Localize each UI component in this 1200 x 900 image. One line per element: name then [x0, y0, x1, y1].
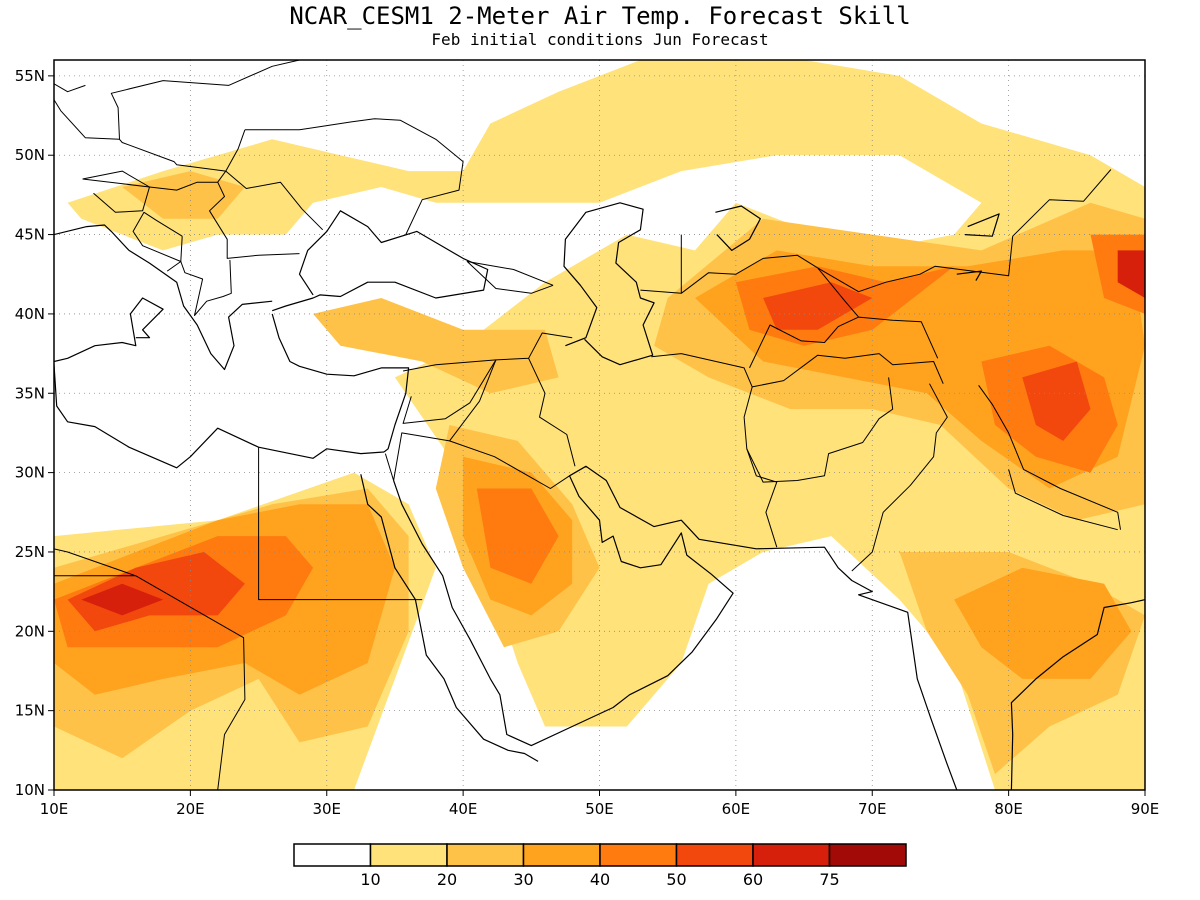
coastline [715, 205, 762, 251]
legend-label: 10 [360, 870, 380, 889]
country-border [132, 211, 183, 262]
legend-label: 30 [513, 870, 533, 889]
lat-tick-label: 30N [15, 464, 45, 482]
coastline [54, 224, 273, 371]
map-plot-area [53, 59, 1146, 791]
coastlines [54, 202, 1145, 790]
legend-swatch [293, 843, 372, 867]
country-border [449, 359, 497, 442]
lon-tick-label: 80E [994, 800, 1023, 818]
legend-swatch [752, 843, 831, 867]
lat-tick-label: 45N [15, 226, 45, 244]
country-border [119, 129, 246, 172]
lat-tick-label: 15N [15, 702, 45, 720]
skill-region-level-1 [67, 60, 1145, 790]
country-border [858, 316, 939, 359]
coastline [360, 474, 539, 762]
country-border [752, 353, 944, 388]
longitude-axis: 10E 20E 30E 40E 50E 60E 70E 80E 90E [40, 790, 1160, 818]
lon-tick-label: 70E [858, 800, 887, 818]
country-border [402, 359, 497, 424]
coastline [271, 313, 410, 453]
lon-tick-label: 20E [176, 800, 205, 818]
country-border [640, 234, 682, 294]
coastline [54, 297, 164, 363]
lon-tick-label: 50E [585, 800, 614, 818]
legend-label: 40 [590, 870, 610, 889]
legend-swatch [369, 843, 448, 867]
legend-swatch [446, 843, 525, 867]
coastline [1010, 599, 1145, 790]
coastline [956, 270, 983, 281]
legend-swatch [675, 843, 754, 867]
country-border [244, 118, 464, 235]
legend-label: 60 [743, 870, 763, 889]
country-border [258, 447, 423, 601]
lat-tick-label: 55N [15, 67, 45, 85]
figure-title: NCAR_CESM1 2-Meter Air Temp. Forecast Sk… [289, 2, 910, 30]
skill-region-level-2 [313, 298, 559, 394]
legend-label: 50 [666, 870, 686, 889]
coastline [393, 465, 958, 790]
skill-region-level-6 [1117, 250, 1145, 298]
coastline [54, 364, 385, 469]
legend-swatch [522, 843, 601, 867]
figure-subtitle: Feb initial conditions Jun Forecast [431, 30, 768, 49]
lon-tick-label: 60E [722, 800, 751, 818]
country-border [54, 548, 136, 577]
lat-tick-label: 20N [15, 622, 45, 640]
country-border [749, 267, 860, 369]
country-border [528, 358, 576, 467]
country-border [54, 83, 86, 93]
lon-tick-label: 10E [40, 800, 69, 818]
lat-tick-label: 25N [15, 543, 45, 561]
country-border [466, 261, 554, 294]
lat-tick-label: 10N [15, 781, 45, 799]
country-border [54, 575, 246, 790]
legend-label: 75 [819, 870, 839, 889]
skill-region-level-4 [476, 488, 559, 584]
country-border [680, 169, 1112, 294]
country-border [978, 385, 1121, 530]
lat-tick-label: 35N [15, 384, 45, 402]
latitude-axis: 10N 15N 20N 25N 30N 35N 40N 45N 50N 55N [15, 67, 54, 799]
country-border [1008, 469, 1118, 531]
coastline [272, 210, 489, 312]
legend-swatch [599, 843, 678, 867]
skill-region-level-5 [763, 282, 873, 330]
coastline [563, 202, 655, 366]
coastline [964, 213, 1000, 237]
skill-region-level-6 [81, 583, 164, 616]
legend-label: 20 [437, 870, 457, 889]
country-border [403, 332, 573, 372]
lat-tick-label: 50N [15, 146, 45, 164]
country-border [54, 60, 300, 140]
skill-region-level-5 [67, 552, 245, 632]
country-borders [54, 60, 1121, 790]
country-border [225, 170, 324, 231]
skill-region-level-3 [954, 567, 1132, 679]
country-border [851, 383, 948, 572]
country-border [82, 178, 150, 213]
country-border [651, 353, 778, 548]
lat-tick-label: 40N [15, 305, 45, 323]
lat-lon-gridlines [54, 60, 1145, 790]
lon-tick-label: 90E [1131, 800, 1160, 818]
lon-tick-label: 30E [312, 800, 341, 818]
country-border [209, 181, 300, 259]
legend-swatch [828, 843, 907, 867]
country-border [746, 377, 894, 483]
color-legend: 10 20 30 40 50 60 75 [293, 843, 907, 889]
lon-tick-label: 40E [449, 800, 478, 818]
country-border [166, 259, 232, 316]
skill-region-level-5 [1022, 361, 1091, 441]
